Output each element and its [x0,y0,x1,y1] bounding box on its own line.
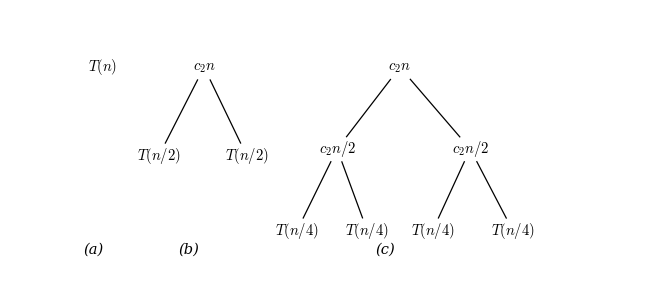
Text: $c_2n/2$: $c_2n/2$ [319,139,356,159]
Text: (b): (b) [179,243,200,257]
Text: $T(n/2)$: $T(n/2)$ [225,146,269,166]
Text: $c_2n$: $c_2n$ [389,60,411,75]
Text: (a): (a) [84,243,104,257]
Text: $T(n)$: $T(n)$ [87,57,117,77]
Text: $T(n/4)$: $T(n/4)$ [491,221,535,241]
Text: $T(n/2)$: $T(n/2)$ [137,146,181,166]
Text: $c_2n$: $c_2n$ [192,60,215,75]
Text: $T(n/4)$: $T(n/4)$ [275,221,319,241]
Text: $T(n/4)$: $T(n/4)$ [411,221,454,241]
Text: $c_2n/2$: $c_2n/2$ [452,139,489,159]
Text: (c): (c) [375,243,395,257]
Text: $T(n/4)$: $T(n/4)$ [345,221,389,241]
